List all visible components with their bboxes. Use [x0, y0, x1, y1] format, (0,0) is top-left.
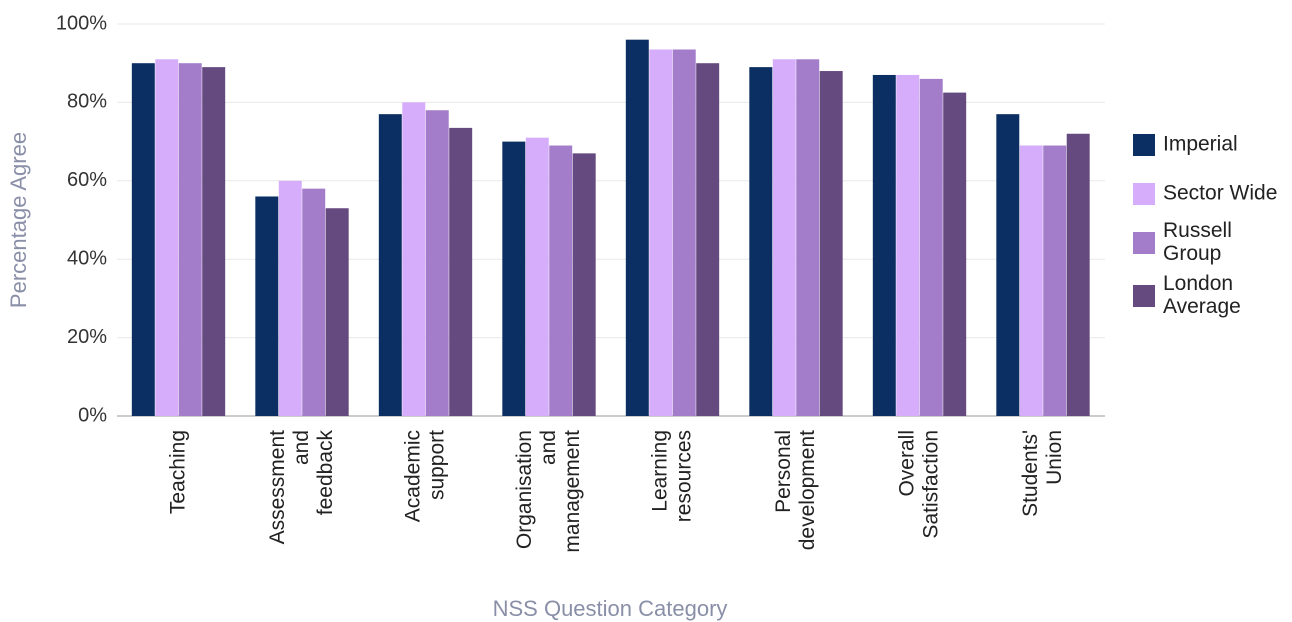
y-tick-label: 60%: [67, 169, 107, 191]
legend-label: Sector Wide: [1163, 182, 1277, 205]
bar: [919, 78, 943, 416]
y-tick-label: 40%: [67, 247, 107, 269]
bar: [943, 92, 967, 416]
bar: [1043, 145, 1067, 416]
legend-swatch: [1133, 285, 1155, 307]
bar: [672, 49, 696, 416]
legend-label: Russell Group: [1163, 219, 1232, 265]
x-tick-label: Teaching: [166, 430, 189, 514]
bar: [772, 59, 796, 416]
bar: [696, 63, 720, 416]
bar: [549, 145, 573, 416]
legend-label: London Average: [1163, 272, 1241, 318]
bar: [625, 39, 649, 417]
bar: [425, 110, 449, 417]
x-tick-label: Personaldevelopment: [772, 430, 819, 550]
bar: [155, 59, 179, 416]
y-tick-label: 20%: [67, 326, 107, 348]
legend-swatch: [1133, 232, 1155, 254]
x-tick-label: Assessmentandfeedback: [266, 430, 337, 545]
bar: [649, 49, 673, 416]
x-tick-label: Learningresources: [648, 430, 695, 522]
bar: [525, 137, 549, 416]
x-tick-label: Organisationandmanagement: [513, 430, 584, 553]
bar: [872, 74, 896, 417]
bar: [1019, 145, 1043, 416]
x-tick-label: Academicsupport: [401, 430, 448, 522]
bar: [502, 141, 526, 416]
legend-label: Imperial: [1163, 133, 1238, 156]
bar: [302, 188, 326, 416]
x-axis-title: NSS Question Category: [493, 596, 728, 621]
bar: [255, 196, 279, 416]
bar: [749, 67, 773, 417]
bar: [202, 67, 226, 417]
x-tick-label: Students'Union: [1019, 430, 1066, 517]
x-tick-label: OverallSatisfaction: [895, 430, 942, 539]
legend-swatch: [1133, 183, 1155, 205]
bar: [449, 127, 473, 416]
bar: [402, 102, 426, 417]
bar: [796, 59, 820, 416]
y-tick-label: 80%: [67, 91, 107, 113]
y-axis-title: Percentage Agree: [6, 132, 31, 308]
bar: [896, 74, 920, 417]
y-tick-label: 0%: [78, 404, 107, 426]
legend-swatch: [1133, 134, 1155, 156]
bar: [278, 180, 302, 416]
bar: [325, 208, 349, 416]
bar: [1066, 133, 1090, 416]
bar: [819, 71, 843, 416]
y-tick-label: 100%: [56, 12, 107, 34]
bar: [996, 114, 1020, 416]
bar: [178, 63, 202, 416]
bar: [378, 114, 402, 416]
bar: [131, 63, 155, 416]
bar: [572, 153, 596, 417]
